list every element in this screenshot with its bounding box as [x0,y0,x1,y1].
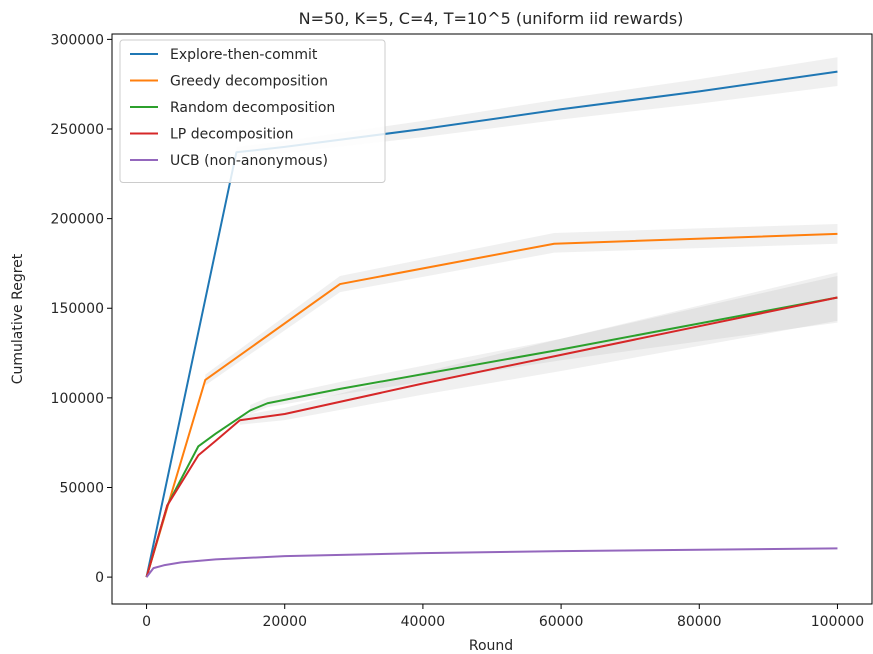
legend-label-3: LP decomposition [170,127,294,143]
x-tick-label: 20000 [262,614,307,630]
y-axis-label: Cumulative Regret [10,253,26,384]
y-tick-label: 300000 [51,32,104,48]
y-axis-ticks: 0 50000 100000 150000 200000 250000 300000 [51,32,112,586]
x-tick-label: 0 [142,614,151,630]
plot-frame [111,33,873,605]
y-tick-label: 200000 [51,212,104,228]
y-tick-label: 150000 [51,301,104,317]
x-tick-label: 40000 [401,614,446,630]
legend-label-2: Random decomposition [170,100,335,116]
legend-box [119,39,386,183]
y-tick-label: 100000 [51,391,104,407]
chart-title: N=50, K=5, C=4, T=10^5 (uniform iid rewa… [299,9,684,28]
series-line-3 [145,296,838,578]
series-line-4 [145,547,838,578]
legend-label-1: Greedy decomposition [170,74,328,90]
y-tick-label: 50000 [59,480,104,496]
y-tick-label: 250000 [51,122,104,138]
legend-label-0: Explore-then-commit [170,47,318,63]
y-tick-label: 0 [95,570,104,586]
x-axis-ticks: 0 20000 40000 60000 80000 100000 [142,604,864,630]
series-line-2 [145,296,838,578]
x-tick-label: 60000 [539,614,584,630]
x-axis-label: Round [469,638,513,654]
confidence-band-1 [205,224,838,386]
legend-label-4: UCB (non-anonymous) [170,153,328,169]
x-tick-label: 80000 [677,614,722,630]
legend: Explore-then-commit Greedy decomposition R… [119,39,386,183]
confidence-band-3 [239,275,838,425]
x-tick-label: 100000 [811,614,864,630]
confidence-band-0 [236,57,838,158]
series-line-1 [145,232,838,578]
